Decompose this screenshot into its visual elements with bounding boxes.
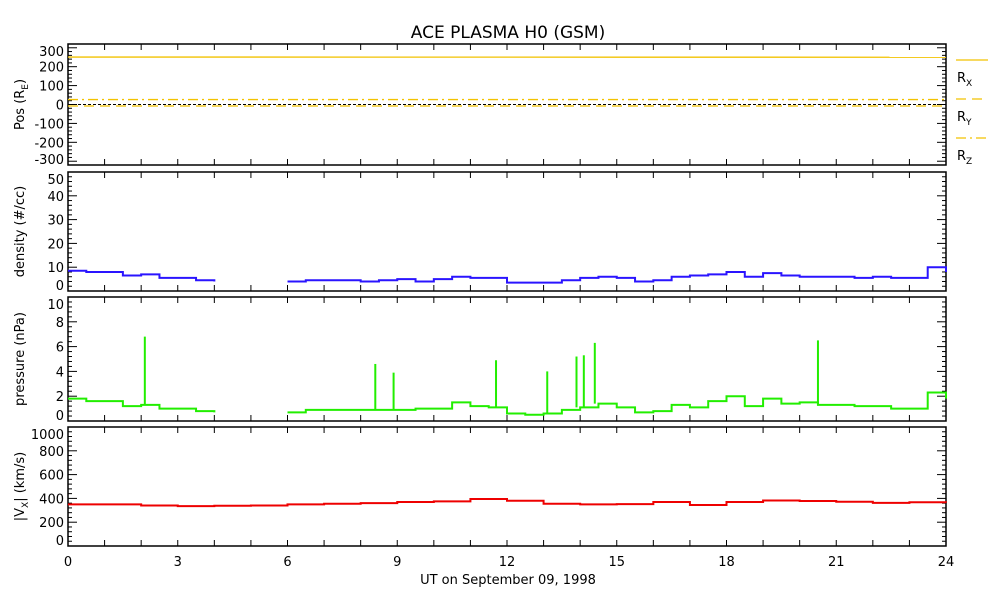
y-tick-label: 30 (47, 214, 64, 229)
y-tick-label: -100 (34, 117, 64, 132)
y-label-text: Pos (R (13, 90, 28, 130)
y-tick-label: 20 (47, 237, 64, 252)
series-density (68, 269, 216, 282)
y-tick-label: 0 (56, 534, 64, 549)
x-tick-label: 0 (64, 555, 72, 570)
x-tick-label: 6 (283, 555, 291, 570)
x-tick-label: 12 (499, 555, 516, 570)
legend-label-text: R (957, 110, 966, 125)
y-label-end: | (km/s) (13, 452, 28, 502)
x-tick-label: 9 (393, 555, 401, 570)
x-tick-label: 15 (608, 555, 625, 570)
y-tick-label: 40 (47, 190, 64, 205)
y-tick-label: 0 (56, 99, 64, 114)
y-label-sub: X (21, 502, 31, 508)
y-tick-label: 10 (47, 261, 64, 276)
x-tick-label: 18 (718, 555, 735, 570)
plot-frame (67, 171, 947, 292)
y-tick-label: 2 (56, 390, 64, 405)
y-tick-label: 6 (56, 341, 64, 356)
x-axis-label: UT on September 09, 1998 (420, 573, 596, 588)
y-axis-label: density (#/cc) (13, 186, 28, 278)
series-velocity (68, 497, 947, 508)
panel-pressure: 0 2 4 6 8 10 pressure (nPa) (13, 296, 947, 424)
legend-label-sub: Y (965, 118, 972, 128)
y-tick-label: 400 (39, 492, 64, 507)
y-tick-label: 200 (39, 61, 64, 76)
y-tick-label: 10 (47, 298, 64, 313)
y-label-text: density (#/cc) (13, 186, 28, 278)
y-label-text: |V (13, 508, 28, 521)
chart-title: ACE PLASMA H0 (GSM) (411, 23, 605, 43)
y-tick-label: 1000 (31, 428, 64, 443)
y-tick-label: 0 (56, 409, 64, 424)
x-tick-label: 3 (174, 555, 182, 570)
legend-label-text: R (957, 71, 966, 86)
legend-label: RZ (957, 149, 972, 167)
y-label-sub: E (21, 84, 31, 90)
y-tick-label: 600 (39, 469, 64, 484)
y-tick-label: 100 (39, 80, 64, 95)
series-density (287, 266, 947, 284)
y-axis-label: Pos (RE) (13, 79, 31, 130)
x-tick-label: 21 (828, 555, 845, 570)
x-tick-label: 24 (938, 555, 955, 570)
y-tick-label: 800 (39, 445, 64, 460)
panel-density: 0 10 20 30 40 50 density (#/cc) (13, 171, 947, 294)
y-tick-label: -300 (34, 153, 64, 168)
plot-frame (67, 426, 947, 547)
y-axis-label: |VX| (km/s) (13, 452, 31, 521)
y-tick-label: 300 (39, 45, 64, 60)
legend-label: RY (957, 110, 972, 128)
y-tick-label: 0 (56, 279, 64, 294)
y-tick-label: 200 (39, 516, 64, 531)
series-pressure (68, 397, 216, 413)
legend-label: RX (957, 71, 972, 89)
y-tick-label: -200 (34, 136, 64, 151)
y-label-end: ) (13, 79, 28, 84)
y-label-text: pressure (nPa) (13, 312, 28, 406)
y-tick-label: 4 (56, 365, 64, 380)
series-pressure (287, 391, 947, 416)
y-tick-label: 50 (47, 173, 64, 188)
legend-label-sub: X (966, 79, 972, 89)
y-tick-label: 8 (56, 316, 64, 331)
legend-label-sub: Z (966, 157, 972, 167)
legend-label-text: R (957, 149, 966, 164)
y-axis-label: pressure (nPa) (13, 312, 28, 406)
